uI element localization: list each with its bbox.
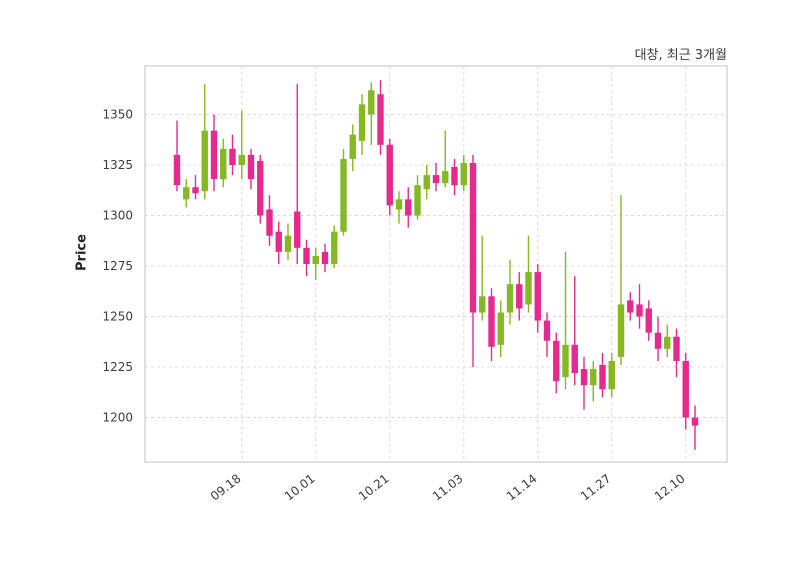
candle-body (516, 284, 523, 309)
candle-body (590, 369, 597, 386)
candle-body (294, 211, 301, 248)
candle-body (395, 199, 403, 210)
candle-body (349, 134, 356, 159)
candle-body (303, 247, 310, 264)
x-tick-label: 09.18 (208, 471, 244, 503)
candle-body (183, 187, 190, 200)
x-tick-label: 11.27 (578, 471, 614, 503)
candle-body (682, 360, 689, 418)
y-tick-label: 1275 (102, 259, 133, 273)
candle-body (664, 336, 671, 349)
candle-body (266, 209, 273, 236)
candle-body (220, 148, 227, 180)
candle-body (543, 320, 551, 341)
candle-body (469, 162, 477, 313)
candle-body (645, 308, 652, 333)
candle-body (562, 344, 569, 378)
y-axis-label: Price (74, 234, 90, 271)
y-tick-label: 1325 (102, 158, 133, 172)
candle-body (497, 312, 504, 345)
candle-body (460, 162, 467, 186)
candle-body (257, 160, 264, 216)
candle-body (192, 187, 199, 194)
candle-body (414, 185, 421, 216)
x-tick-label: 11.03 (430, 471, 466, 503)
candle-body (340, 158, 347, 232)
candle-body (571, 344, 578, 374)
candle-body (488, 296, 495, 347)
candle-body (358, 104, 366, 141)
y-tick-label: 1350 (102, 107, 133, 121)
candle-body (377, 94, 384, 145)
x-tick-label: 10.21 (356, 471, 392, 503)
candle-body (312, 255, 319, 264)
candle-body (479, 296, 486, 313)
candle-body (451, 167, 458, 186)
candle-body (636, 304, 643, 317)
candle-body (201, 130, 208, 192)
chart-title: 대창, 최근 3개월 (634, 48, 727, 63)
candle-body (210, 130, 218, 180)
candle-body (321, 251, 329, 264)
candle-body (673, 336, 680, 361)
y-tick-label: 1225 (102, 360, 133, 374)
y-tick-label: 1300 (102, 209, 133, 223)
candle-body (331, 231, 338, 264)
y-tick-label: 1250 (102, 310, 133, 324)
candle-body (553, 340, 560, 382)
candle-body (442, 171, 449, 184)
candle-body (368, 90, 375, 115)
candle-body (405, 199, 412, 216)
candle-body (580, 369, 588, 386)
candle-body (386, 144, 393, 206)
candle-body (247, 154, 255, 180)
candle-body (534, 272, 541, 321)
candle-body (238, 154, 245, 165)
candle-body (423, 175, 430, 190)
candle-body (525, 272, 532, 305)
x-tick-label: 12.10 (652, 471, 688, 503)
y-tick-label: 1200 (102, 411, 133, 425)
candle-body (284, 235, 292, 252)
candle-body (608, 360, 615, 390)
candle-body (691, 417, 699, 426)
candle-body (173, 154, 181, 186)
candle-body (229, 148, 236, 165)
candle-body (617, 304, 625, 357)
x-tick-label: 11.14 (504, 471, 540, 503)
x-tick-label: 10.01 (282, 471, 318, 503)
candle-body (599, 365, 606, 390)
candle-body (627, 300, 634, 313)
candle-body (275, 231, 282, 252)
candle-body (432, 175, 440, 184)
candle-body (654, 332, 662, 349)
candle-body (506, 284, 514, 313)
